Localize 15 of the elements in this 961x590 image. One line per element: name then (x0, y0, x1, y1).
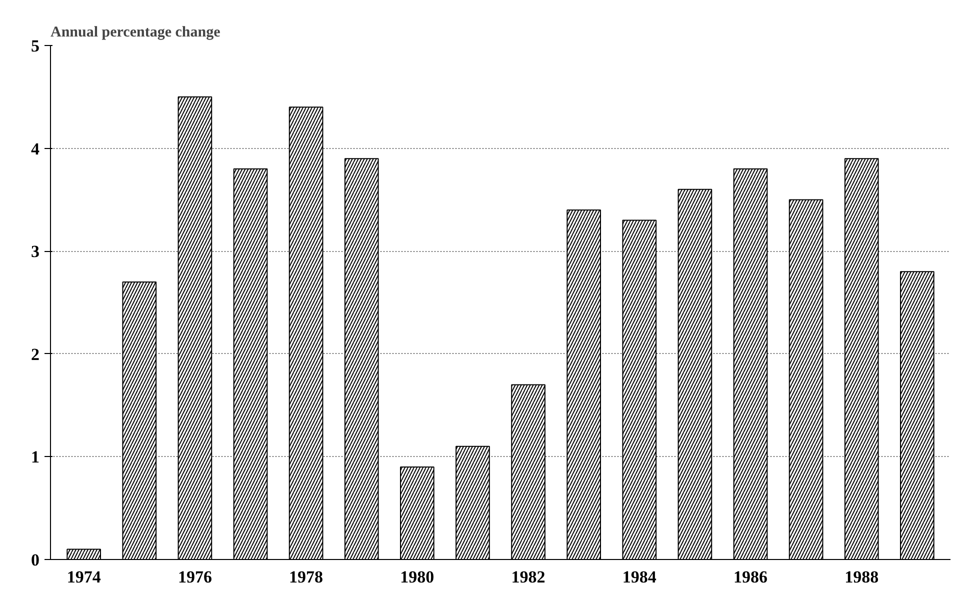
y-tick-label: 3 (31, 242, 40, 262)
x-tick-label: 1982 (511, 568, 546, 586)
x-tick-label: 1974 (66, 568, 102, 586)
x-tick-label: 1984 (622, 568, 657, 586)
y-tick-label: 4 (31, 139, 40, 158)
y-tick-label: 0 (31, 550, 40, 570)
x-tick-label: 1986 (734, 568, 768, 586)
y-tick-label: 1 (31, 448, 40, 467)
y-tick-label: 2 (31, 344, 40, 364)
y-tick-label: 5 (31, 36, 40, 56)
x-tick-label: 1976 (178, 568, 212, 586)
x-tick-label: 1978 (289, 568, 324, 586)
x-tick-label: 1988 (844, 568, 879, 586)
y-axis-title: Annual percentage change (50, 24, 221, 40)
x-tick-label: 1980 (400, 568, 434, 586)
